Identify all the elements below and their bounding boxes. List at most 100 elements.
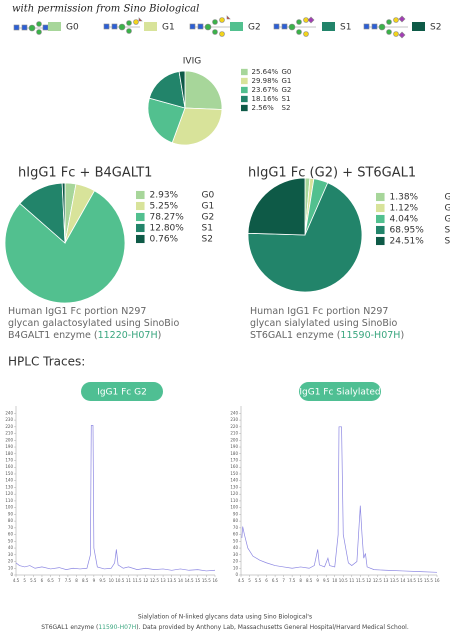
pie-slice xyxy=(61,182,66,244)
y-tick-label: 230 xyxy=(230,417,238,422)
legend-label: G0 xyxy=(66,23,79,33)
legend-swatch xyxy=(136,212,145,222)
y-tick-label: 70 xyxy=(8,525,14,530)
legend-label: G1 xyxy=(162,23,175,33)
y-tick-label: 190 xyxy=(230,444,238,449)
legend-swatch xyxy=(241,95,248,103)
x-tick-label: 12 xyxy=(366,578,372,583)
x-tick-label: 5.5 xyxy=(255,578,262,583)
x-tick-label: 5 xyxy=(23,578,26,583)
x-tick-label: 8 xyxy=(75,578,78,583)
y-tick-label: 170 xyxy=(5,458,13,463)
pie-slice xyxy=(171,107,223,146)
y-tick-label: 210 xyxy=(5,431,13,436)
y-tick-label: 200 xyxy=(5,437,13,442)
y-tick-label: 130 xyxy=(230,484,238,489)
x-tick-label: 9.5 xyxy=(99,578,106,583)
footer-text: ST6GAL1 enzyme ( xyxy=(41,624,98,631)
y-tick-label: 40 xyxy=(233,545,239,550)
legend-value: 25.64% xyxy=(252,68,279,76)
y-tick-label: 40 xyxy=(8,545,14,550)
x-tick-label: 9 xyxy=(316,578,319,583)
pie-slice xyxy=(247,182,363,293)
x-tick-label: 13.5 xyxy=(390,578,399,583)
legend-value: 23.67% xyxy=(252,86,279,94)
legend-swatch xyxy=(144,22,157,31)
y-tick-label: 80 xyxy=(8,518,14,523)
legend-swatch xyxy=(376,236,385,246)
x-tick-label: 8.5 xyxy=(82,578,89,583)
x-tick-label: 14.5 xyxy=(185,578,194,583)
y-tick-label: 240 xyxy=(5,410,13,415)
footer-text: ). Data provided by Anthony Lab, Massach… xyxy=(136,624,409,631)
legend-label: S1 xyxy=(445,226,450,236)
legend-swatch xyxy=(136,190,145,200)
y-tick-label: 110 xyxy=(5,498,13,503)
pie-title: hIgG1 Fc (G2) + ST6GAL1 xyxy=(248,166,416,181)
legend-label: S1 xyxy=(202,224,213,234)
caption-link: 11590-H07H xyxy=(340,330,400,341)
legend-swatch xyxy=(241,68,248,76)
x-tick-label: 7 xyxy=(282,578,285,583)
x-tick-label: 16 xyxy=(212,578,218,583)
legend-swatch xyxy=(376,192,385,202)
legend-swatch xyxy=(376,214,385,224)
legend-swatch xyxy=(48,22,61,31)
legend-value: 2.93% xyxy=(150,191,179,201)
x-tick-label: 10.5 xyxy=(339,578,348,583)
x-tick-label: 10 xyxy=(332,578,338,583)
legend-swatch xyxy=(376,203,385,213)
legend-label: G0 xyxy=(282,68,292,76)
y-tick-label: 170 xyxy=(230,458,238,463)
legend-label: S1 xyxy=(340,23,351,33)
x-tick-label: 8.5 xyxy=(306,578,313,583)
x-tick-label: 7 xyxy=(58,578,61,583)
caption-text: ST6GAL1 enzyme ( xyxy=(250,330,340,341)
pie-slice xyxy=(4,190,126,304)
y-tick-label: 230 xyxy=(5,417,13,422)
pie-slice xyxy=(148,71,186,109)
x-tick-label: 13 xyxy=(383,578,389,583)
legend-label: S2 xyxy=(282,104,291,112)
legend-label: S2 xyxy=(430,23,441,33)
x-tick-label: 11 xyxy=(126,578,132,583)
x-tick-label: 12.5 xyxy=(150,578,159,583)
legend-swatch xyxy=(322,22,335,31)
x-tick-label: 4.5 xyxy=(13,578,20,583)
legend-swatch xyxy=(136,201,145,211)
x-tick-label: 4.5 xyxy=(238,578,245,583)
legend-label: G1 xyxy=(202,202,215,212)
legend-value: 24.51% xyxy=(390,237,425,247)
legend-label: S1 xyxy=(282,95,291,103)
y-tick-label: 160 xyxy=(5,464,13,469)
caption-text: Human IgG1 Fc portion N297 xyxy=(8,306,146,317)
legend-label: G0 xyxy=(445,193,450,203)
x-tick-label: 7.5 xyxy=(289,578,296,583)
y-tick-label: 150 xyxy=(5,471,13,476)
legend-swatch xyxy=(136,223,145,233)
y-tick-label: 100 xyxy=(5,505,13,510)
caption-line: glycan sialylated using SinoBio xyxy=(250,318,397,329)
legend-value: 1.38% xyxy=(390,193,419,203)
legend-label: S2 xyxy=(202,235,213,245)
y-tick-label: 80 xyxy=(233,518,239,523)
legend-swatch xyxy=(241,104,248,112)
y-tick-label: 140 xyxy=(5,478,13,483)
x-tick-label: 7.5 xyxy=(65,578,72,583)
x-tick-label: 16 xyxy=(434,578,440,583)
legend-swatch xyxy=(230,22,243,31)
x-tick-label: 12 xyxy=(143,578,149,583)
x-tick-label: 8 xyxy=(299,578,302,583)
legend-value: 0.76% xyxy=(150,235,179,245)
y-tick-label: 0 xyxy=(235,572,238,577)
legend-value: 68.95% xyxy=(390,226,425,236)
x-tick-label: 10.5 xyxy=(115,578,124,583)
x-tick-label: 11.5 xyxy=(356,578,365,583)
x-tick-label: 9.5 xyxy=(323,578,330,583)
x-tick-label: 12.5 xyxy=(373,578,382,583)
pill-title: IgG1 Fc Sialylated xyxy=(299,388,380,398)
y-tick-label: 120 xyxy=(5,491,13,496)
pie-slice xyxy=(178,70,186,109)
